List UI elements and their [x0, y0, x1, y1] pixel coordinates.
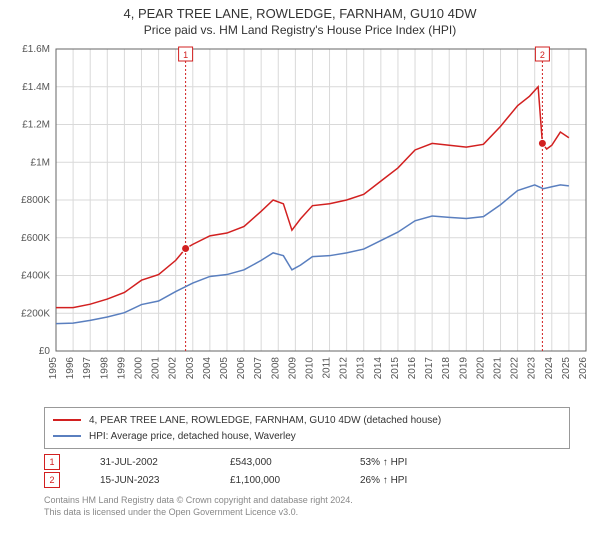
price-chart: £0 £200K £400K £600K £800K £1M £1.2M £1.4M £1.6M…: [0, 41, 600, 401]
x-tick-label: 2008: [270, 357, 281, 380]
x-tick-label: 2021: [493, 357, 504, 380]
sale-vs-hpi: 26% ↑ HPI: [360, 475, 407, 486]
x-tick-label: 2016: [407, 357, 418, 380]
x-tick-label: 2000: [133, 357, 144, 380]
y-tick-label: £1.2M: [22, 120, 50, 131]
license-line: Contains HM Land Registry data © Crown c…: [44, 495, 570, 507]
sale-row: 1 31-JUL-2002 £543,000 53% ↑ HPI: [44, 453, 570, 471]
legend-swatch: [53, 435, 81, 437]
x-tick-label: 2022: [510, 357, 521, 380]
sale-marker-label: 1: [183, 50, 188, 60]
y-tick-label: £200K: [21, 308, 50, 319]
x-tick-label: 1995: [48, 357, 59, 380]
sale-vs-hpi: 53% ↑ HPI: [360, 457, 407, 468]
chart-subtitle: Price paid vs. HM Land Registry's House …: [0, 23, 600, 37]
x-tick-label: 2024: [544, 357, 555, 380]
x-tick-label: 1996: [65, 357, 76, 380]
y-tick-label: £0: [39, 346, 51, 357]
chart-title: 4, PEAR TREE LANE, ROWLEDGE, FARNHAM, GU…: [0, 6, 600, 21]
legend-label: 4, PEAR TREE LANE, ROWLEDGE, FARNHAM, GU…: [89, 415, 441, 426]
x-tick-label: 2007: [253, 357, 264, 380]
x-tick-label: 1999: [116, 357, 127, 380]
x-tick-label: 2014: [373, 357, 384, 380]
x-tick-label: 2025: [561, 357, 572, 380]
x-tick-label: 2003: [185, 357, 196, 380]
y-tick-label: £600K: [21, 233, 50, 244]
x-tick-label: 2005: [219, 357, 230, 380]
y-tick-label: £1.6M: [22, 44, 50, 55]
x-tick-label: 2017: [424, 357, 435, 380]
sale-price: £543,000: [230, 457, 320, 468]
x-tick-label: 2010: [304, 357, 315, 380]
y-tick-label: £400K: [21, 271, 50, 282]
sales-list: 1 31-JUL-2002 £543,000 53% ↑ HPI 2 15-JUN-202…: [44, 453, 570, 489]
sale-row: 2 15-JUN-2023 £1,100,000 26% ↑ HPI: [44, 471, 570, 489]
license-text: Contains HM Land Registry data © Crown c…: [44, 495, 570, 518]
x-tick-label: 2001: [151, 357, 162, 380]
x-tick-label: 1998: [99, 357, 110, 380]
y-tick-label: £800K: [21, 195, 50, 206]
sale-date: 15-JUN-2023: [100, 475, 190, 486]
x-tick-label: 2006: [236, 357, 247, 380]
x-tick-label: 2019: [458, 357, 469, 380]
sale-date: 31-JUL-2002: [100, 457, 190, 468]
x-tick-label: 2015: [390, 357, 401, 380]
x-tick-label: 2023: [527, 357, 538, 380]
license-line: This data is licensed under the Open Gov…: [44, 507, 570, 519]
x-tick-label: 2009: [287, 357, 298, 380]
chart-container: 4, PEAR TREE LANE, ROWLEDGE, FARNHAM, GU…: [0, 0, 600, 518]
legend-label: HPI: Average price, detached house, Wave…: [89, 431, 296, 442]
x-tick-label: 2020: [475, 357, 486, 380]
title-block: 4, PEAR TREE LANE, ROWLEDGE, FARNHAM, GU…: [0, 0, 600, 41]
x-tick-label: 2011: [322, 357, 333, 379]
x-tick-label: 2012: [339, 357, 350, 380]
y-tick-label: £1M: [31, 157, 50, 168]
x-tick-label: 1997: [82, 357, 93, 380]
sale-price: £1,100,000: [230, 475, 320, 486]
x-tick-label: 2004: [202, 357, 213, 380]
legend-item: 4, PEAR TREE LANE, ROWLEDGE, FARNHAM, GU…: [53, 412, 561, 428]
legend: 4, PEAR TREE LANE, ROWLEDGE, FARNHAM, GU…: [44, 407, 570, 449]
legend-swatch: [53, 419, 81, 421]
sale-marker: 2: [44, 472, 60, 488]
x-tick-label: 2026: [578, 357, 589, 380]
sale-marker-label: 2: [540, 50, 545, 60]
y-tick-label: £1.4M: [22, 82, 50, 93]
legend-item: HPI: Average price, detached house, Wave…: [53, 428, 561, 444]
x-tick-label: 2013: [356, 357, 367, 380]
x-tick-label: 2002: [168, 357, 179, 380]
sale-marker: 1: [44, 454, 60, 470]
x-tick-label: 2018: [441, 357, 452, 380]
